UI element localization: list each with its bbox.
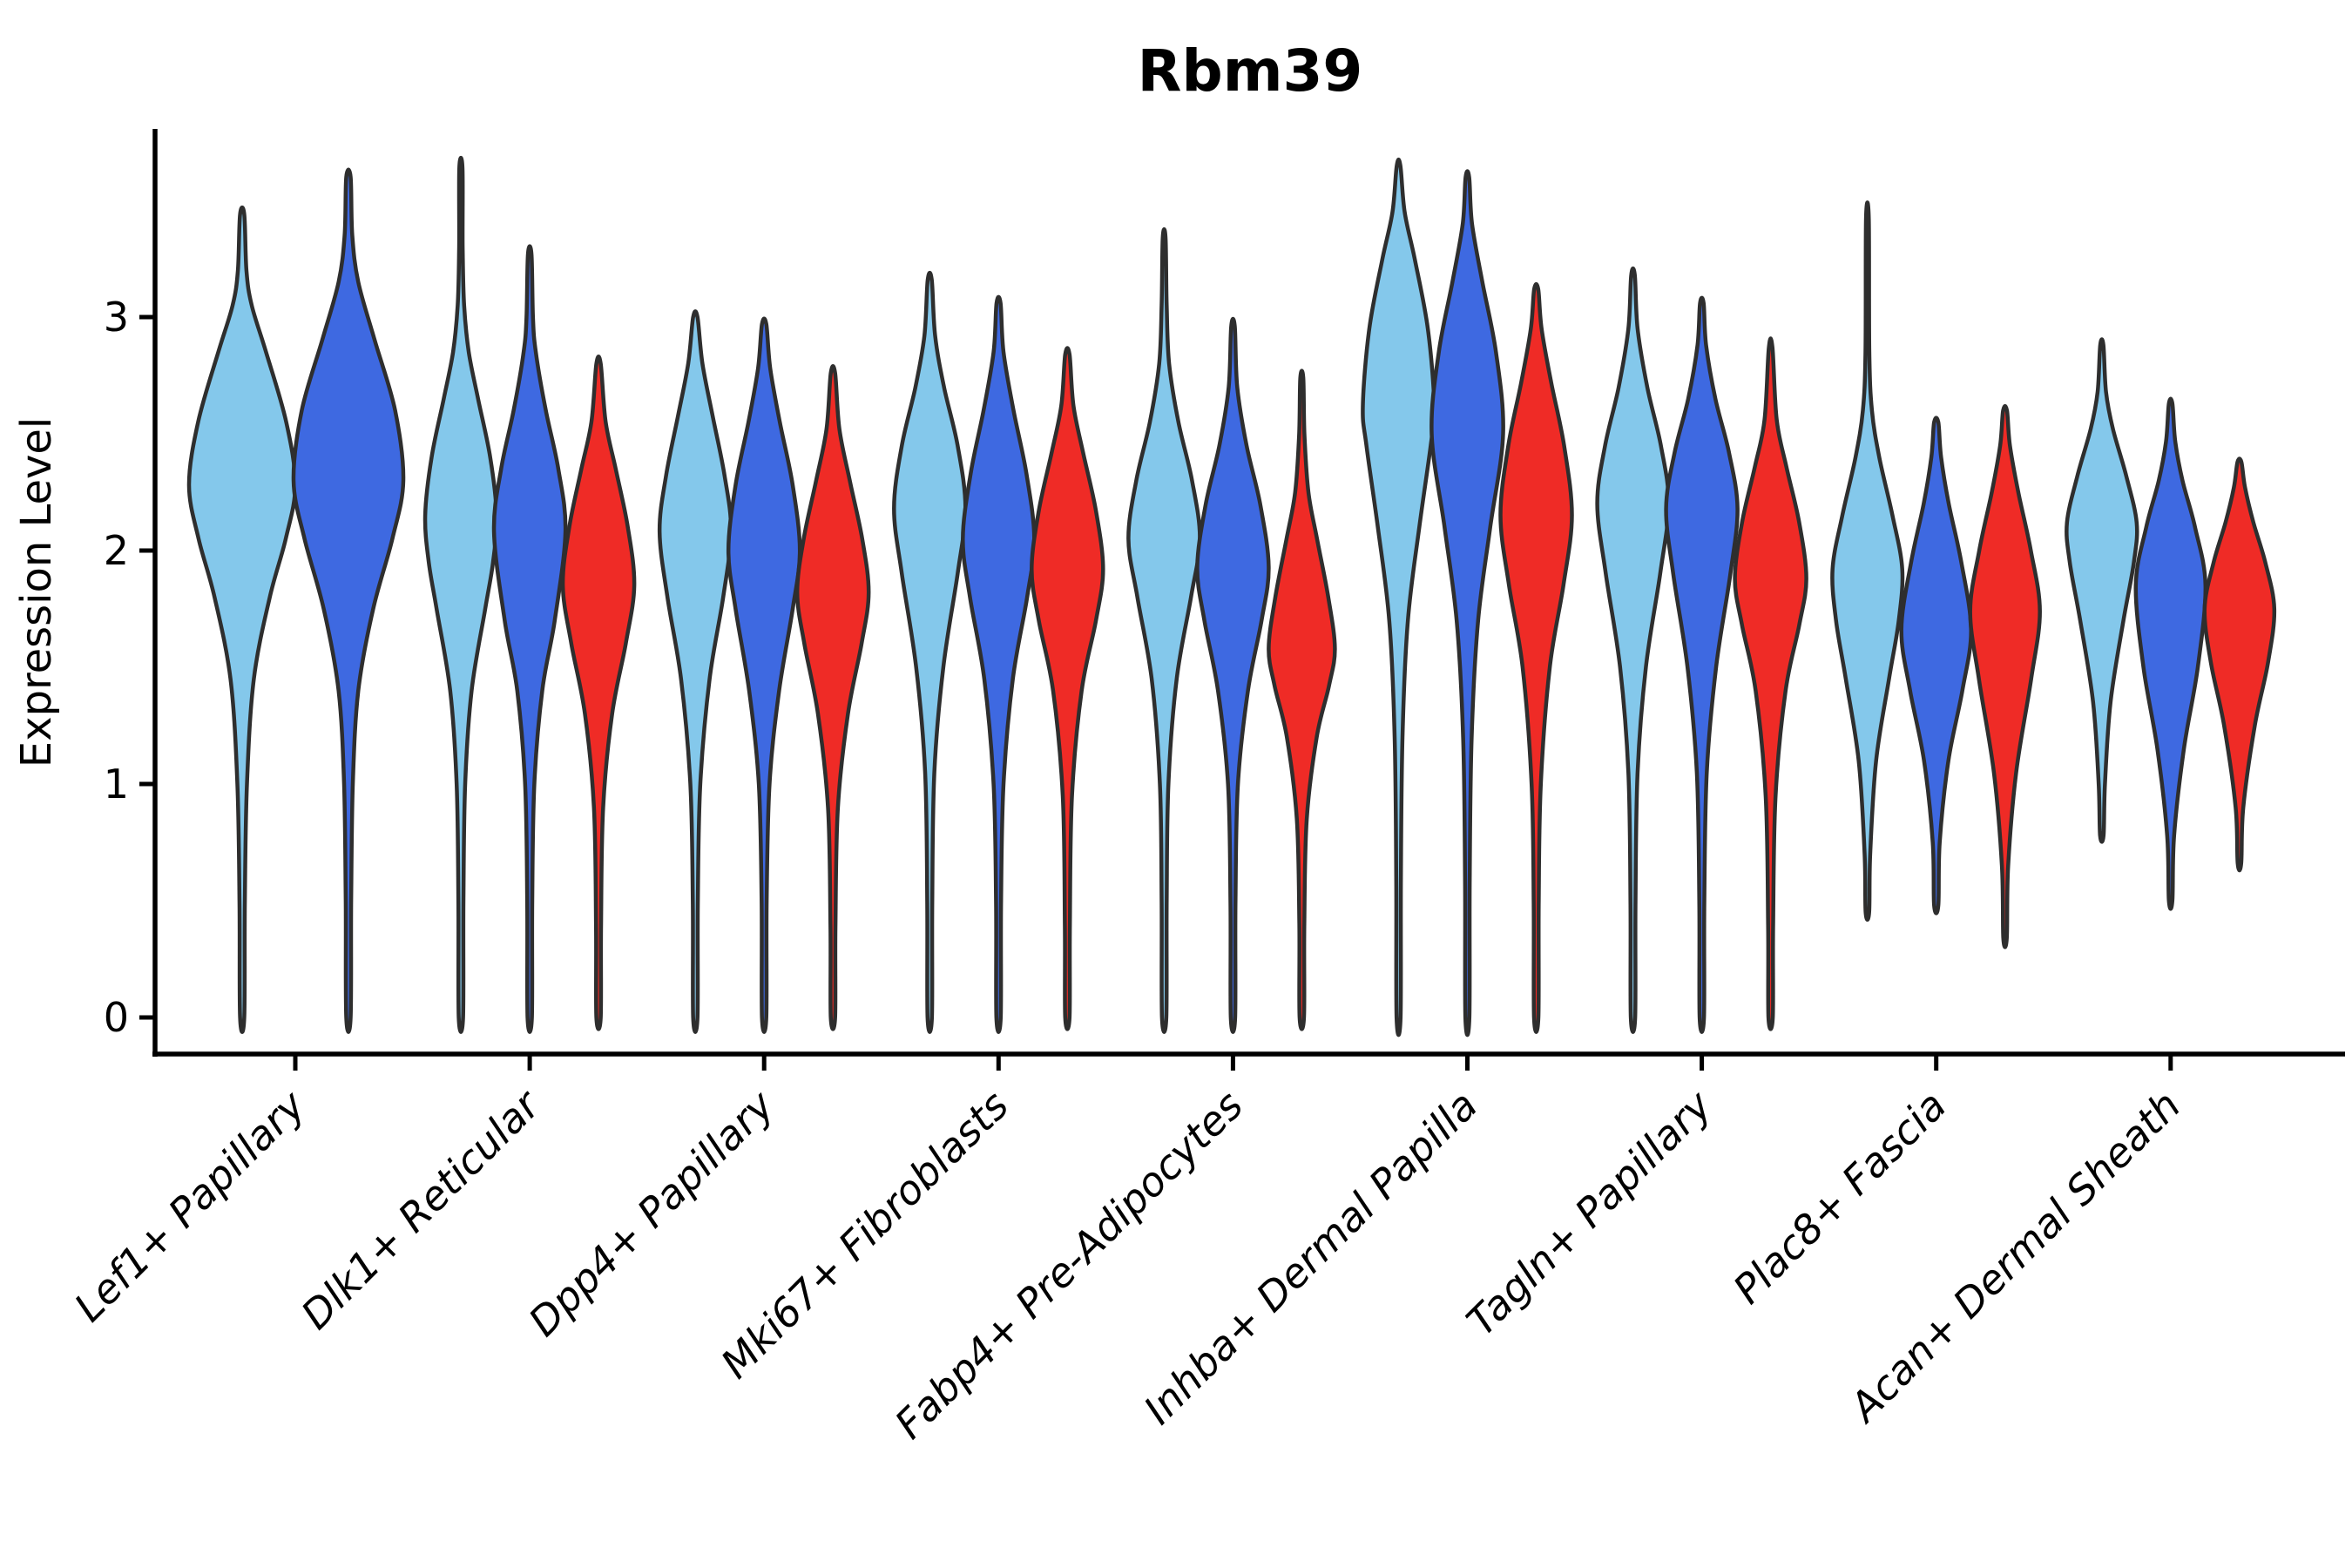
violin-sample_1 (1830, 200, 1905, 923)
violin-sample_3 (1968, 403, 2042, 950)
violin-sample_1 (422, 155, 499, 1034)
violin-sample_3 (560, 354, 637, 1031)
violin-sample_3 (1267, 368, 1337, 1031)
violin-sample_1 (1126, 226, 1202, 1034)
violin-sample_2 (2133, 396, 2208, 911)
x-tick-label: Plac8+ Fascia (1724, 1082, 1955, 1313)
x-tick-label: Tagln+ Papillary (1457, 1081, 1721, 1345)
y-tick-label: 2 (104, 527, 129, 574)
violin-sample_1 (892, 270, 968, 1034)
violin-sample_3 (1733, 336, 1808, 1031)
violin-sample_3 (2202, 456, 2277, 873)
violin-sample_3 (1030, 346, 1105, 1031)
violin-sample_2 (961, 294, 1037, 1034)
violin-sample_3 (794, 364, 871, 1031)
violin-sample_2 (1899, 416, 1973, 916)
violin-sample_2 (291, 167, 406, 1034)
violin-sample_2 (491, 244, 568, 1034)
violin-sample_1 (1595, 266, 1671, 1034)
violin-sample_2 (1429, 169, 1505, 1037)
violin-sample_2 (1664, 295, 1740, 1034)
x-tick-label: Lef1+ Papillary (65, 1081, 314, 1330)
y-axis-label: Expression Level (12, 417, 61, 768)
violin-sample_1 (1361, 157, 1436, 1037)
y-tick-label: 1 (104, 760, 129, 808)
violin-series (186, 155, 2277, 1037)
violin-sample_3 (1498, 281, 1574, 1034)
violin-sample_2 (726, 316, 802, 1034)
violin-sample_1 (186, 205, 298, 1034)
x-tick-label: Dpp4+ Papillary (519, 1081, 783, 1345)
violin-sample_1 (657, 309, 733, 1034)
y-tick-label: 0 (104, 994, 129, 1041)
y-tick-label: 3 (104, 294, 129, 341)
x-tick-label: Dlk1+ Reticular (292, 1079, 551, 1338)
violin-sample_1 (2065, 337, 2139, 844)
chart-title: Rbm39 (1138, 37, 1363, 105)
violin-sample_2 (1195, 316, 1271, 1034)
